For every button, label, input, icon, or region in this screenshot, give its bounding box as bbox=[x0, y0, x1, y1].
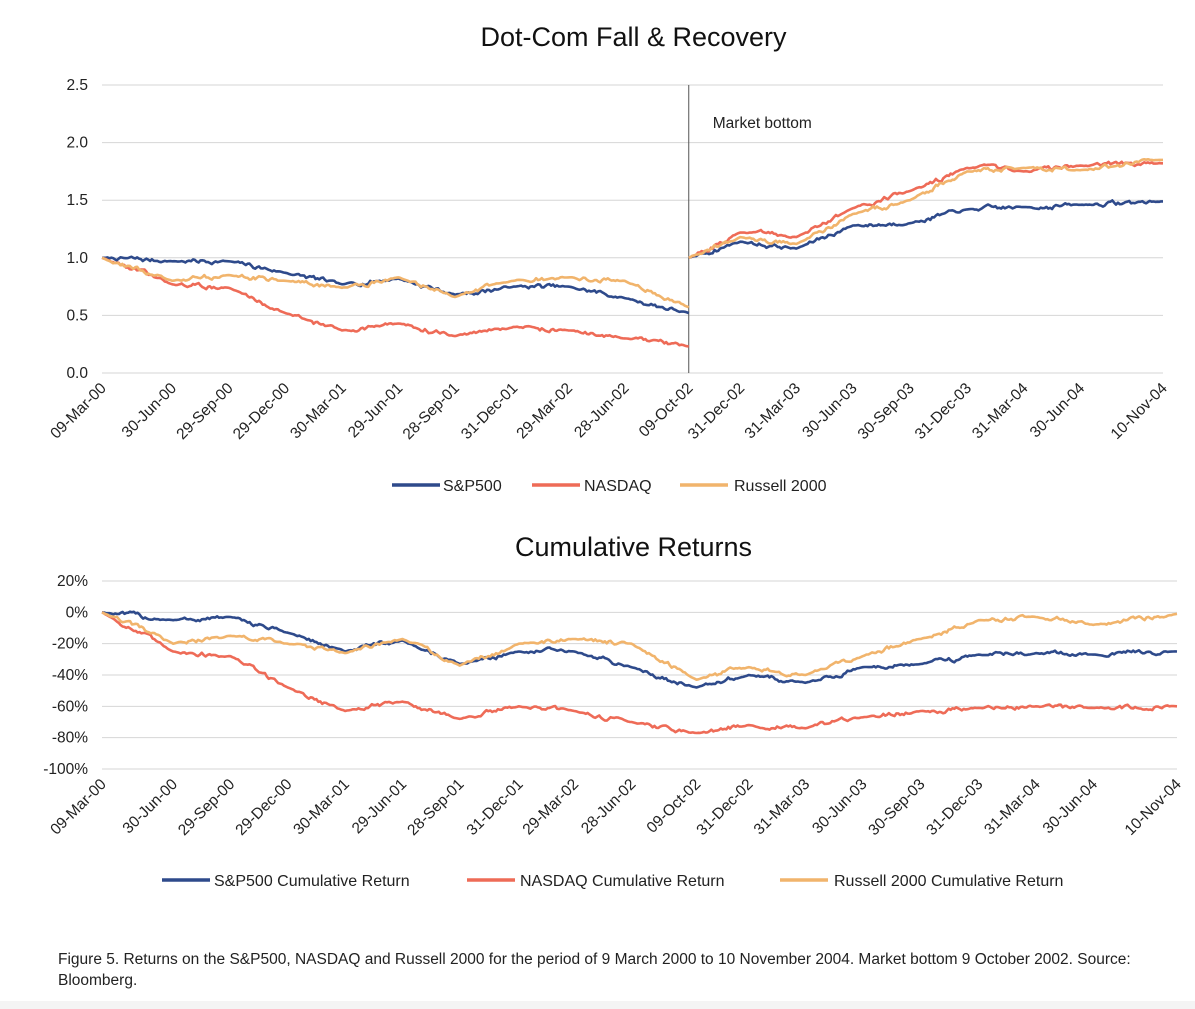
x-tick-label: 10-Nov-04 bbox=[1108, 380, 1171, 443]
x-tick-label: 31-Dec-02 bbox=[693, 776, 756, 839]
x-tick-label: 10-Nov-04 bbox=[1122, 776, 1185, 839]
chart-title: Dot-Com Fall & Recovery bbox=[480, 22, 787, 52]
x-tick-label: 09-Mar-00 bbox=[47, 776, 110, 839]
y-tick-label: 1.0 bbox=[66, 250, 88, 267]
x-tick-label: 30-Jun-04 bbox=[1027, 380, 1089, 442]
series-line bbox=[101, 158, 1163, 309]
x-tick-label: 30-Jun-04 bbox=[1040, 776, 1102, 838]
legend-label: Russell 2000 bbox=[734, 478, 827, 495]
x-tick-label: 09-Mar-00 bbox=[47, 380, 110, 443]
y-tick-label: -100% bbox=[43, 761, 88, 778]
x-tick-label: 29-Mar-02 bbox=[520, 776, 583, 839]
footer-strip bbox=[0, 1001, 1195, 1009]
y-tick-label: -40% bbox=[52, 667, 88, 684]
x-tick-label: 30-Jun-00 bbox=[119, 380, 181, 442]
x-tick-label: 30-Sep-03 bbox=[855, 380, 918, 443]
series-line bbox=[101, 610, 1178, 689]
y-tick-label: 0.5 bbox=[66, 307, 88, 324]
x-tick-label: 29-Jun-01 bbox=[349, 776, 410, 837]
x-tick-label: 31-Mar-03 bbox=[751, 776, 814, 839]
x-tick-label: 30-Jun-00 bbox=[120, 776, 182, 838]
x-tick-label: 29-Jun-01 bbox=[345, 380, 406, 441]
x-tick-label: 28-Jun-02 bbox=[578, 776, 639, 837]
annotation-label: Market bottom bbox=[713, 115, 812, 132]
y-tick-label: 1.5 bbox=[66, 192, 88, 209]
y-tick-label: 0.0 bbox=[66, 365, 88, 382]
legend-label: S&P500 Cumulative Return bbox=[214, 873, 410, 890]
x-tick-label: 31-Mar-04 bbox=[981, 776, 1044, 839]
x-tick-label: 31-Dec-03 bbox=[923, 776, 986, 839]
legend-label: NASDAQ Cumulative Return bbox=[520, 873, 725, 890]
x-tick-label: 31-Dec-01 bbox=[458, 380, 521, 443]
x-tick-label: 31-Dec-01 bbox=[464, 776, 527, 839]
x-tick-label: 29-Sep-00 bbox=[175, 776, 238, 839]
y-tick-label: -60% bbox=[52, 698, 88, 715]
x-tick-label: 30-Jun-03 bbox=[799, 380, 860, 441]
x-tick-label: 31-Dec-03 bbox=[912, 380, 975, 443]
y-tick-label: 20% bbox=[57, 573, 88, 590]
chart-2: Cumulative Returns 20% 0% -20% -40% -60% -80% -… bbox=[43, 532, 1185, 890]
x-tick-label: 30-Mar-01 bbox=[290, 776, 353, 839]
x-tick-label: 28-Sep-01 bbox=[400, 380, 463, 443]
legend-label: NASDAQ bbox=[584, 478, 652, 495]
x-tick-label: 29-Dec-00 bbox=[230, 380, 293, 443]
x-tick-label: 30-Jun-03 bbox=[809, 776, 870, 837]
y-tick-label: -20% bbox=[52, 636, 88, 653]
y-tick-label: 2.0 bbox=[66, 135, 88, 152]
x-tick-label: 31-Mar-04 bbox=[969, 380, 1032, 443]
x-tick-label: 29-Mar-02 bbox=[513, 380, 576, 443]
x-tick-label: 31-Mar-03 bbox=[742, 380, 805, 443]
legend-label: Russell 2000 Cumulative Return bbox=[834, 873, 1063, 890]
chart-1: Dot-Com Fall & Recovery 0.0 0.5 1.0 1.5 2.0 2.… bbox=[47, 22, 1171, 495]
series-line bbox=[101, 611, 1178, 735]
series-line bbox=[101, 611, 1178, 681]
series-line bbox=[101, 160, 1163, 348]
x-tick-label: 28-Sep-01 bbox=[404, 776, 467, 839]
x-tick-label: 30-Sep-03 bbox=[865, 776, 928, 839]
y-tick-label: -80% bbox=[52, 730, 88, 747]
series-line bbox=[102, 199, 1163, 315]
x-tick-label: 30-Mar-01 bbox=[287, 380, 350, 443]
y-tick-label: 0% bbox=[66, 604, 89, 621]
chart-title: Cumulative Returns bbox=[515, 532, 752, 562]
x-tick-label: 29-Sep-00 bbox=[173, 380, 236, 443]
x-tick-label: 31-Dec-02 bbox=[685, 380, 748, 443]
figure-caption: Figure 5. Returns on the S&P500, NASDAQ … bbox=[58, 951, 1131, 989]
legend-label: S&P500 bbox=[443, 478, 502, 495]
x-tick-label: 29-Dec-00 bbox=[232, 776, 295, 839]
y-tick-label: 2.5 bbox=[66, 77, 88, 94]
x-tick-label: 28-Jun-02 bbox=[571, 380, 632, 441]
